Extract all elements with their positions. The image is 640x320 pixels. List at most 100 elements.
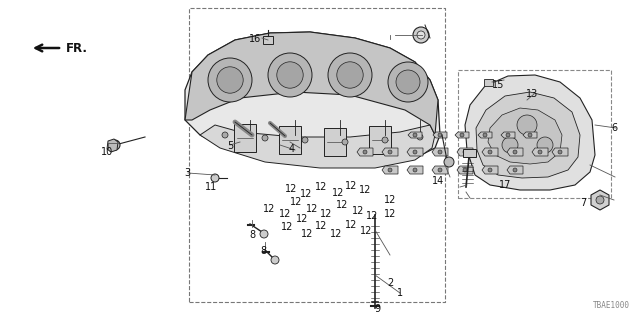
Circle shape (413, 133, 417, 137)
Text: 12: 12 (344, 220, 357, 230)
Text: 12: 12 (300, 188, 312, 199)
Text: 12: 12 (278, 209, 291, 220)
Text: 16: 16 (248, 34, 261, 44)
Circle shape (110, 140, 120, 150)
Text: 3: 3 (184, 168, 191, 178)
Circle shape (302, 137, 308, 143)
Polygon shape (523, 132, 537, 138)
Circle shape (260, 230, 268, 238)
Circle shape (417, 134, 423, 140)
Circle shape (388, 168, 392, 172)
Text: FR.: FR. (66, 42, 88, 54)
Text: 12: 12 (306, 204, 319, 214)
Text: 6: 6 (611, 123, 618, 133)
Text: 17: 17 (499, 180, 512, 190)
Text: 12: 12 (358, 185, 371, 196)
Text: 12: 12 (384, 209, 397, 220)
Circle shape (271, 256, 279, 264)
Text: 12: 12 (384, 195, 397, 205)
Circle shape (262, 135, 268, 141)
Circle shape (538, 150, 542, 154)
Polygon shape (107, 139, 118, 152)
Polygon shape (507, 166, 523, 174)
Circle shape (513, 150, 517, 154)
Text: 12: 12 (315, 182, 328, 192)
Bar (369, 126, 391, 154)
Polygon shape (408, 132, 422, 138)
Text: 12: 12 (280, 222, 293, 232)
Text: 8: 8 (250, 230, 256, 240)
Text: 12: 12 (296, 214, 308, 224)
Circle shape (483, 133, 487, 137)
Circle shape (277, 62, 303, 88)
Circle shape (438, 133, 442, 137)
Polygon shape (457, 166, 473, 174)
Polygon shape (382, 148, 398, 156)
Text: 12: 12 (320, 209, 333, 220)
Text: 12: 12 (344, 180, 357, 191)
Polygon shape (482, 148, 498, 156)
Polygon shape (455, 132, 469, 138)
Circle shape (388, 62, 428, 102)
Text: TBAE1000: TBAE1000 (593, 301, 630, 310)
Circle shape (596, 196, 604, 204)
Polygon shape (465, 75, 595, 190)
Text: 5: 5 (227, 140, 234, 151)
Text: 11: 11 (205, 182, 218, 192)
Circle shape (342, 139, 348, 145)
Circle shape (488, 168, 492, 172)
Polygon shape (185, 32, 440, 165)
Text: 12: 12 (352, 205, 365, 216)
Circle shape (363, 150, 367, 154)
Polygon shape (507, 148, 523, 156)
Circle shape (438, 168, 442, 172)
Text: 12: 12 (262, 204, 275, 214)
Bar (324, 128, 346, 156)
Circle shape (211, 174, 219, 182)
Polygon shape (463, 149, 476, 157)
Circle shape (463, 168, 467, 172)
Circle shape (413, 168, 417, 172)
Bar (279, 126, 301, 154)
Text: 12: 12 (336, 200, 349, 210)
Polygon shape (185, 32, 438, 135)
Circle shape (413, 150, 417, 154)
Polygon shape (432, 148, 448, 156)
Circle shape (382, 137, 388, 143)
Text: 12: 12 (289, 197, 302, 207)
Text: 14: 14 (432, 176, 445, 186)
Text: 13: 13 (526, 89, 539, 100)
Circle shape (488, 150, 492, 154)
Circle shape (337, 62, 364, 88)
Circle shape (413, 27, 429, 43)
Text: 1: 1 (397, 288, 403, 298)
Bar (263, 36, 273, 44)
Circle shape (558, 150, 562, 154)
Polygon shape (591, 190, 609, 210)
Circle shape (502, 137, 518, 153)
Polygon shape (407, 166, 423, 174)
Circle shape (528, 133, 532, 137)
Text: 10: 10 (101, 147, 114, 157)
Text: 4: 4 (288, 144, 294, 154)
Circle shape (217, 67, 243, 93)
Circle shape (444, 157, 454, 167)
Circle shape (396, 70, 420, 94)
Text: 12: 12 (330, 229, 342, 239)
Polygon shape (357, 148, 373, 156)
Polygon shape (532, 148, 548, 156)
Circle shape (268, 53, 312, 97)
Polygon shape (552, 148, 568, 156)
Text: 12: 12 (315, 220, 328, 231)
Circle shape (463, 150, 467, 154)
Polygon shape (476, 92, 580, 178)
Text: 12: 12 (366, 211, 379, 221)
Circle shape (513, 168, 517, 172)
Polygon shape (457, 148, 473, 156)
Polygon shape (432, 166, 448, 174)
Circle shape (537, 137, 553, 153)
Polygon shape (407, 148, 423, 156)
Text: 9: 9 (374, 304, 381, 314)
Text: 12: 12 (360, 226, 372, 236)
Polygon shape (382, 166, 398, 174)
